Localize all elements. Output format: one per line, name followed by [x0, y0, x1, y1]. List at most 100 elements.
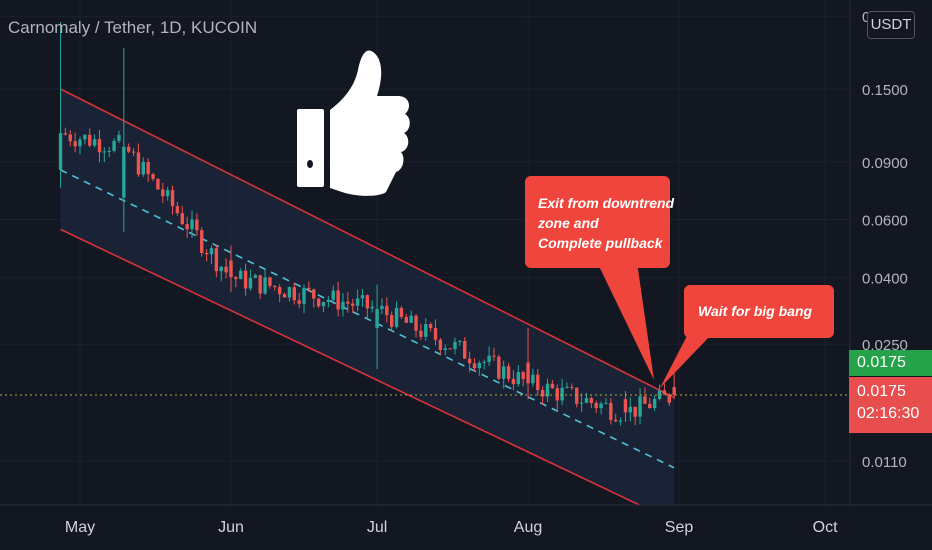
candle-body — [594, 403, 598, 409]
candle-body — [555, 388, 559, 401]
candle-body — [287, 287, 292, 298]
candle-body — [239, 270, 243, 280]
candle-body — [355, 298, 360, 306]
candles — [58, 22, 676, 426]
candle-body — [175, 206, 180, 214]
candle-body — [399, 307, 404, 318]
candle-body — [204, 252, 209, 255]
candle-body — [68, 134, 72, 142]
candle-body — [599, 403, 603, 409]
candle-body — [97, 139, 102, 153]
candle-body — [389, 315, 394, 327]
candle-body — [307, 287, 311, 290]
candle-body — [253, 275, 258, 278]
candle-body — [180, 213, 184, 225]
candle-body — [88, 134, 92, 146]
candle-body — [648, 403, 652, 409]
candle-body — [433, 328, 438, 340]
x-tick-label: May — [65, 519, 95, 536]
candle-body — [531, 374, 535, 384]
candle-body — [127, 146, 131, 152]
candle-body — [360, 295, 365, 299]
channel-mid-line — [60, 169, 675, 469]
callout-big-bang — [660, 285, 834, 388]
candle-body — [321, 301, 326, 307]
candle-body — [170, 190, 175, 207]
candle-body — [292, 287, 296, 301]
candle-body — [195, 219, 199, 231]
callout-1-line-1: Exit from downtrend — [538, 195, 675, 211]
candle-body — [302, 287, 306, 304]
candle-body — [214, 248, 219, 272]
candle-body — [141, 161, 146, 175]
candle-body — [545, 383, 550, 397]
callout-1-line-2: zone and — [538, 215, 599, 231]
candle-body — [550, 383, 555, 389]
candle-body — [190, 219, 194, 230]
candle-body — [146, 161, 150, 175]
candle-body — [448, 348, 452, 350]
candle-body — [63, 133, 68, 135]
y-tick-label: 0.0600 — [862, 213, 908, 230]
candle-body — [506, 366, 511, 379]
candle-body — [385, 305, 389, 316]
candle-body — [273, 285, 277, 288]
candle-body — [219, 266, 223, 272]
x-tick-label: Sep — [665, 519, 694, 536]
candle-body — [243, 270, 248, 289]
channel-lower-line — [60, 228, 640, 506]
candle-body — [614, 419, 618, 422]
candle-body — [351, 303, 355, 306]
candle-body — [516, 372, 520, 385]
candle-body — [628, 406, 633, 413]
candle-body — [268, 277, 272, 286]
time-axis[interactable]: May Jun Jul Aug Sep Oct — [65, 519, 838, 536]
candle-body — [58, 133, 63, 170]
candle-body — [472, 363, 477, 369]
candle-body — [409, 315, 413, 323]
callout-2-text: Wait for big bang — [698, 303, 813, 319]
candle-body — [92, 139, 97, 146]
candle-body — [604, 402, 608, 404]
candle-body — [501, 366, 506, 379]
candle-body — [341, 301, 345, 310]
last-close-tag: 0.0175 — [849, 350, 932, 376]
candle-body — [346, 301, 350, 304]
candle-body — [112, 140, 116, 151]
x-tick-label: Jul — [367, 519, 387, 536]
candle-body — [185, 224, 189, 230]
candle-body — [652, 399, 657, 409]
candle-body — [107, 150, 111, 152]
callout-1-line-3: Complete pullback — [538, 235, 663, 251]
candle-body — [316, 298, 321, 307]
candle-body — [443, 348, 447, 350]
candle-body — [526, 362, 530, 384]
candle-body — [428, 324, 433, 329]
y-tick-label: 0.0110 — [862, 454, 907, 471]
candle-body — [297, 300, 301, 304]
candle-body — [209, 248, 214, 255]
candle-body — [618, 420, 623, 422]
candle-body — [326, 299, 331, 302]
candle-body — [419, 330, 423, 337]
candle-body — [161, 189, 165, 197]
candle-body — [565, 386, 569, 388]
candle-body — [151, 174, 155, 179]
candle-body — [540, 390, 545, 397]
candle-body — [609, 402, 613, 420]
callout-exit-downtrend — [525, 176, 670, 380]
candle-body — [78, 139, 82, 147]
thumbs-up-icon — [297, 50, 410, 196]
candle-body — [365, 295, 370, 309]
candle-body — [336, 290, 340, 310]
candle-body — [579, 402, 584, 404]
candle-body — [662, 390, 667, 395]
candle-body — [643, 396, 647, 404]
candle-body — [404, 317, 408, 323]
candle-body — [575, 387, 579, 404]
chart-title: Carnomaly / Tether, 1D, KUCOIN — [8, 18, 258, 37]
candle-body — [122, 146, 126, 198]
currency-button[interactable]: USDT — [867, 11, 915, 39]
candle-body — [497, 356, 501, 379]
